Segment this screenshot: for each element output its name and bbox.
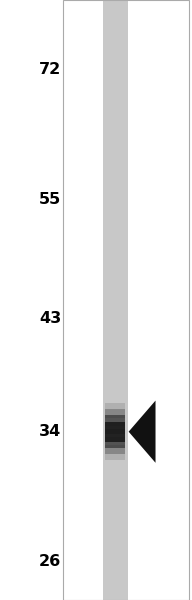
Text: 26: 26 <box>39 554 61 569</box>
Bar <box>105 437 125 454</box>
Bar <box>105 403 125 418</box>
Bar <box>63 0 189 600</box>
Bar <box>105 422 125 442</box>
Bar <box>103 0 128 600</box>
Text: 72: 72 <box>39 62 61 77</box>
Text: 55: 55 <box>39 192 61 207</box>
Bar <box>105 430 125 448</box>
Bar <box>105 445 125 460</box>
Text: 43: 43 <box>39 311 61 326</box>
Bar <box>105 409 125 426</box>
Bar <box>105 415 125 434</box>
Text: 34: 34 <box>39 424 61 439</box>
Polygon shape <box>129 401 156 463</box>
